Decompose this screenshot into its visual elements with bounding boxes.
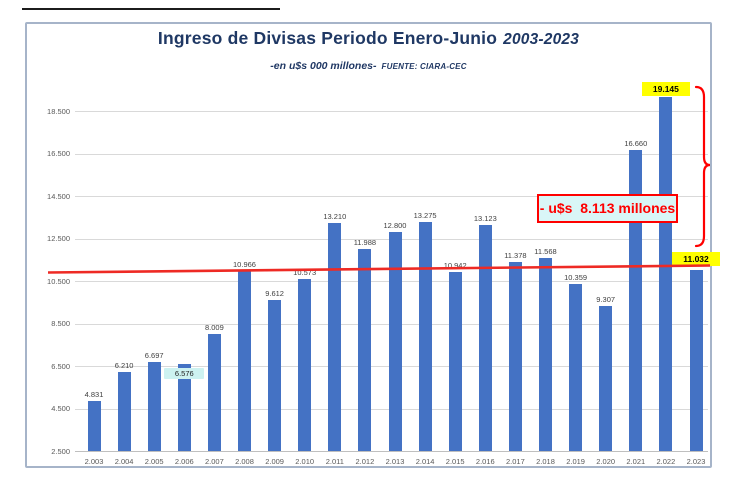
bar [87,401,101,451]
bar-value-label: 6.210 [114,361,134,371]
bar-value-label: 11.032 [672,251,720,266]
bar [177,364,191,451]
bar-value-label: 9.612 [265,288,284,298]
x-axis-label: 2.014 [415,457,435,466]
gridline [75,196,708,197]
x-axis-label: 2.022 [656,457,676,466]
x-axis-label: 2.003 [84,457,104,466]
y-axis-label: 10.500 [47,276,70,286]
bar [298,279,312,451]
difference-annotation: - u$s 8.113 millones [537,194,678,223]
bar [689,269,703,451]
y-axis-label: 14.500 [47,191,70,201]
top-edge-artifact-line [22,8,280,10]
bar [448,271,462,451]
bar [328,223,342,451]
bar-value-label: 11.988 [353,238,377,248]
x-axis-label: 2.021 [626,457,646,466]
x-axis-label: 2.004 [114,457,134,466]
bar [508,262,522,451]
gridline [75,111,708,112]
bar-value-label: 9.307 [596,295,616,305]
subtitle-source: FUENTE: CIARA-CEC [381,62,467,71]
bar-value-label: 4.831 [84,390,104,400]
x-axis-label: 2.017 [506,457,525,466]
gridline [75,451,708,452]
x-axis-label: 2.007 [205,457,224,466]
bar-value-label: 10.573 [293,268,317,278]
x-axis-label: 2.011 [325,457,344,466]
x-axis-label: 2.009 [265,457,284,466]
y-axis-label: 6.500 [51,361,70,371]
x-axis-label: 2.006 [174,457,194,466]
chart-title: Ingreso de Divisas Periodo Enero-Junio 20… [25,28,712,49]
x-axis-label: 2.008 [235,457,254,466]
bar-value-label: 10.942 [443,260,467,270]
chart-title-period: 2003-2023 [503,31,580,48]
bar-value-label: 10.359 [564,272,588,282]
bar [478,225,492,451]
bar [599,306,613,451]
bar [659,97,673,451]
bar [207,333,221,451]
x-axis-label: 2.019 [566,457,585,466]
bar [388,232,402,451]
bar [238,271,251,451]
bar-value-label: 6.576 [164,368,205,380]
x-axis-label: 2.016 [475,457,495,466]
bar [539,258,552,451]
bar-value-label: 13.275 [413,211,437,221]
y-axis-label: 18.500 [47,106,70,116]
y-axis-label: 2.500 [51,446,70,456]
chart-title-main: Ingreso de Divisas Periodo Enero-Junio [157,28,498,48]
y-axis-label: 8.500 [51,319,70,328]
y-axis-label: 16.500 [47,149,70,158]
bar-value-label: 13.123 [473,214,497,224]
bar [117,372,131,451]
bar-value-label: 13.210 [323,212,347,222]
bar [268,299,282,451]
x-axis-label: 2.018 [536,457,555,466]
bar-value-label: 11.378 [504,251,527,261]
x-axis-label: 2.015 [445,457,465,466]
bar [358,249,372,451]
bar-value-label: 10.966 [233,260,256,270]
x-axis-label: 2.023 [686,457,706,466]
bar [418,222,432,451]
bar [147,361,161,451]
bar [629,150,643,451]
subtitle-units: -en u$s 000 millones- [270,60,377,72]
bar-value-label: 12.800 [383,221,407,231]
x-axis-label: 2.005 [144,457,164,466]
y-axis-label: 12.500 [47,234,70,243]
x-axis-label: 2.012 [355,457,375,466]
x-axis-label: 2.020 [596,457,616,466]
chart-subtitle: -en u$s 000 millones- FUENTE: CIARA-CEC [25,56,712,74]
bar-value-label: 16.660 [624,139,648,149]
bar-value-label: 19.145 [641,82,690,97]
bar [569,283,583,451]
y-axis-label: 4.500 [51,404,70,413]
bar-value-label: 6.697 [144,350,164,360]
x-axis-label: 2.013 [385,457,405,466]
x-axis-label: 2.010 [295,457,315,466]
gridline [75,153,708,155]
bar-value-label: 11.568 [534,247,557,257]
bar-value-label: 8.009 [205,322,224,332]
